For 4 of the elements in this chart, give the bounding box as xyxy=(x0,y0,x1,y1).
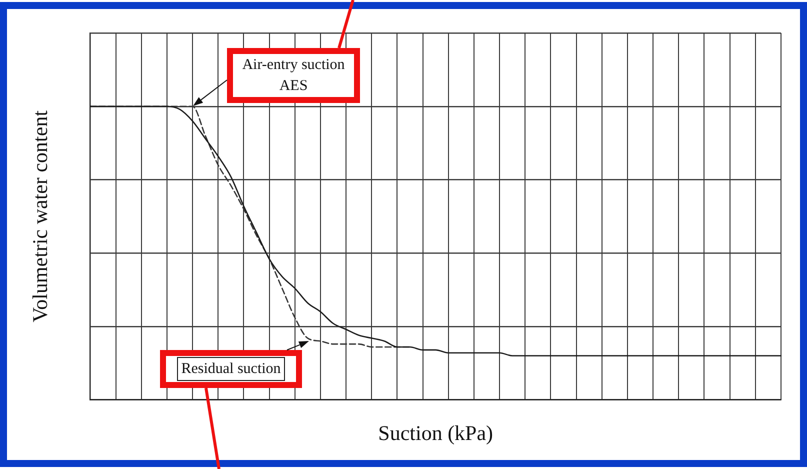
text: Air-entry suction AES xyxy=(241,56,346,96)
y-axis-title: Volumetric water content xyxy=(28,110,52,322)
x-axis-title: Suction (kPa) xyxy=(378,420,494,445)
annotation: Residual suction xyxy=(177,357,285,381)
